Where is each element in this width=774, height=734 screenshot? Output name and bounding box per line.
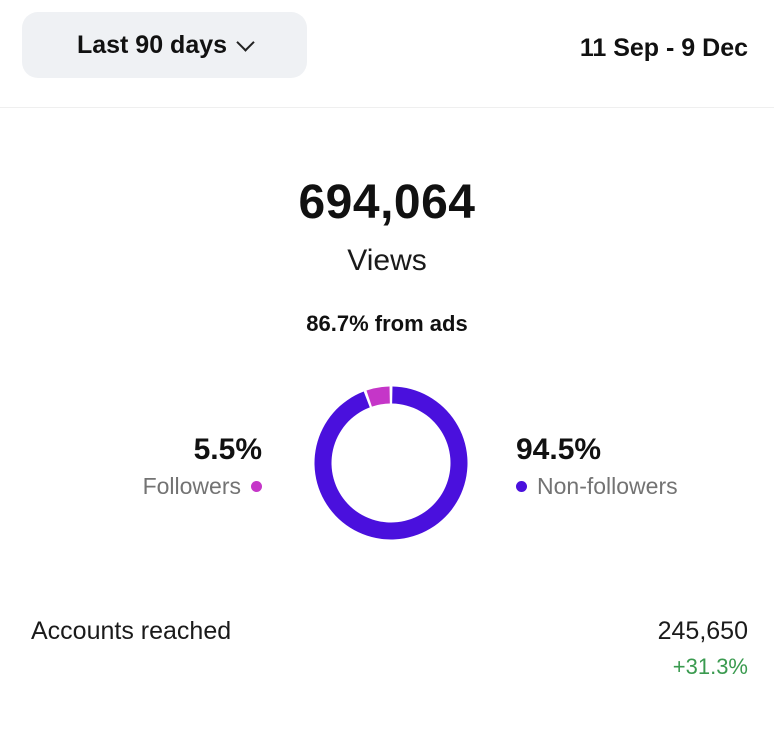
non-followers-percent: 94.5% — [516, 433, 602, 466]
accounts-reached-change: +31.3% — [672, 654, 748, 679]
non-followers-legend-label: Non-followers — [537, 473, 678, 499]
non-followers-stat: 94.5% Non-followers — [516, 432, 678, 500]
ads-share-text: 86.7% from ads — [306, 311, 468, 336]
header-divider — [0, 107, 774, 108]
followers-stat: 5.5% Followers — [143, 432, 262, 500]
chevron-down-icon — [236, 32, 255, 52]
donut-segment-non-followers — [314, 386, 468, 540]
views-label: Views — [347, 244, 427, 277]
accounts-reached-label: Accounts reached — [31, 617, 232, 645]
followers-percent: 5.5% — [193, 433, 262, 466]
followers-legend-label: Followers — [142, 473, 241, 499]
accounts-reached-value: 245,650 — [657, 617, 748, 645]
date-range-dropdown[interactable]: Last 90 days — [22, 12, 307, 78]
donut-segment-followers — [366, 386, 390, 407]
non-followers-legend: Non-followers — [516, 473, 678, 500]
non-followers-legend-dot — [516, 481, 527, 492]
followers-legend-dot — [251, 481, 262, 492]
followers-legend: Followers — [143, 473, 262, 500]
views-total: 694,064 — [298, 176, 476, 229]
date-range-text: 11 Sep - 9 Dec — [579, 34, 748, 62]
audience-donut-chart — [314, 386, 468, 540]
date-range-dropdown-label: Last 90 days — [76, 30, 228, 59]
